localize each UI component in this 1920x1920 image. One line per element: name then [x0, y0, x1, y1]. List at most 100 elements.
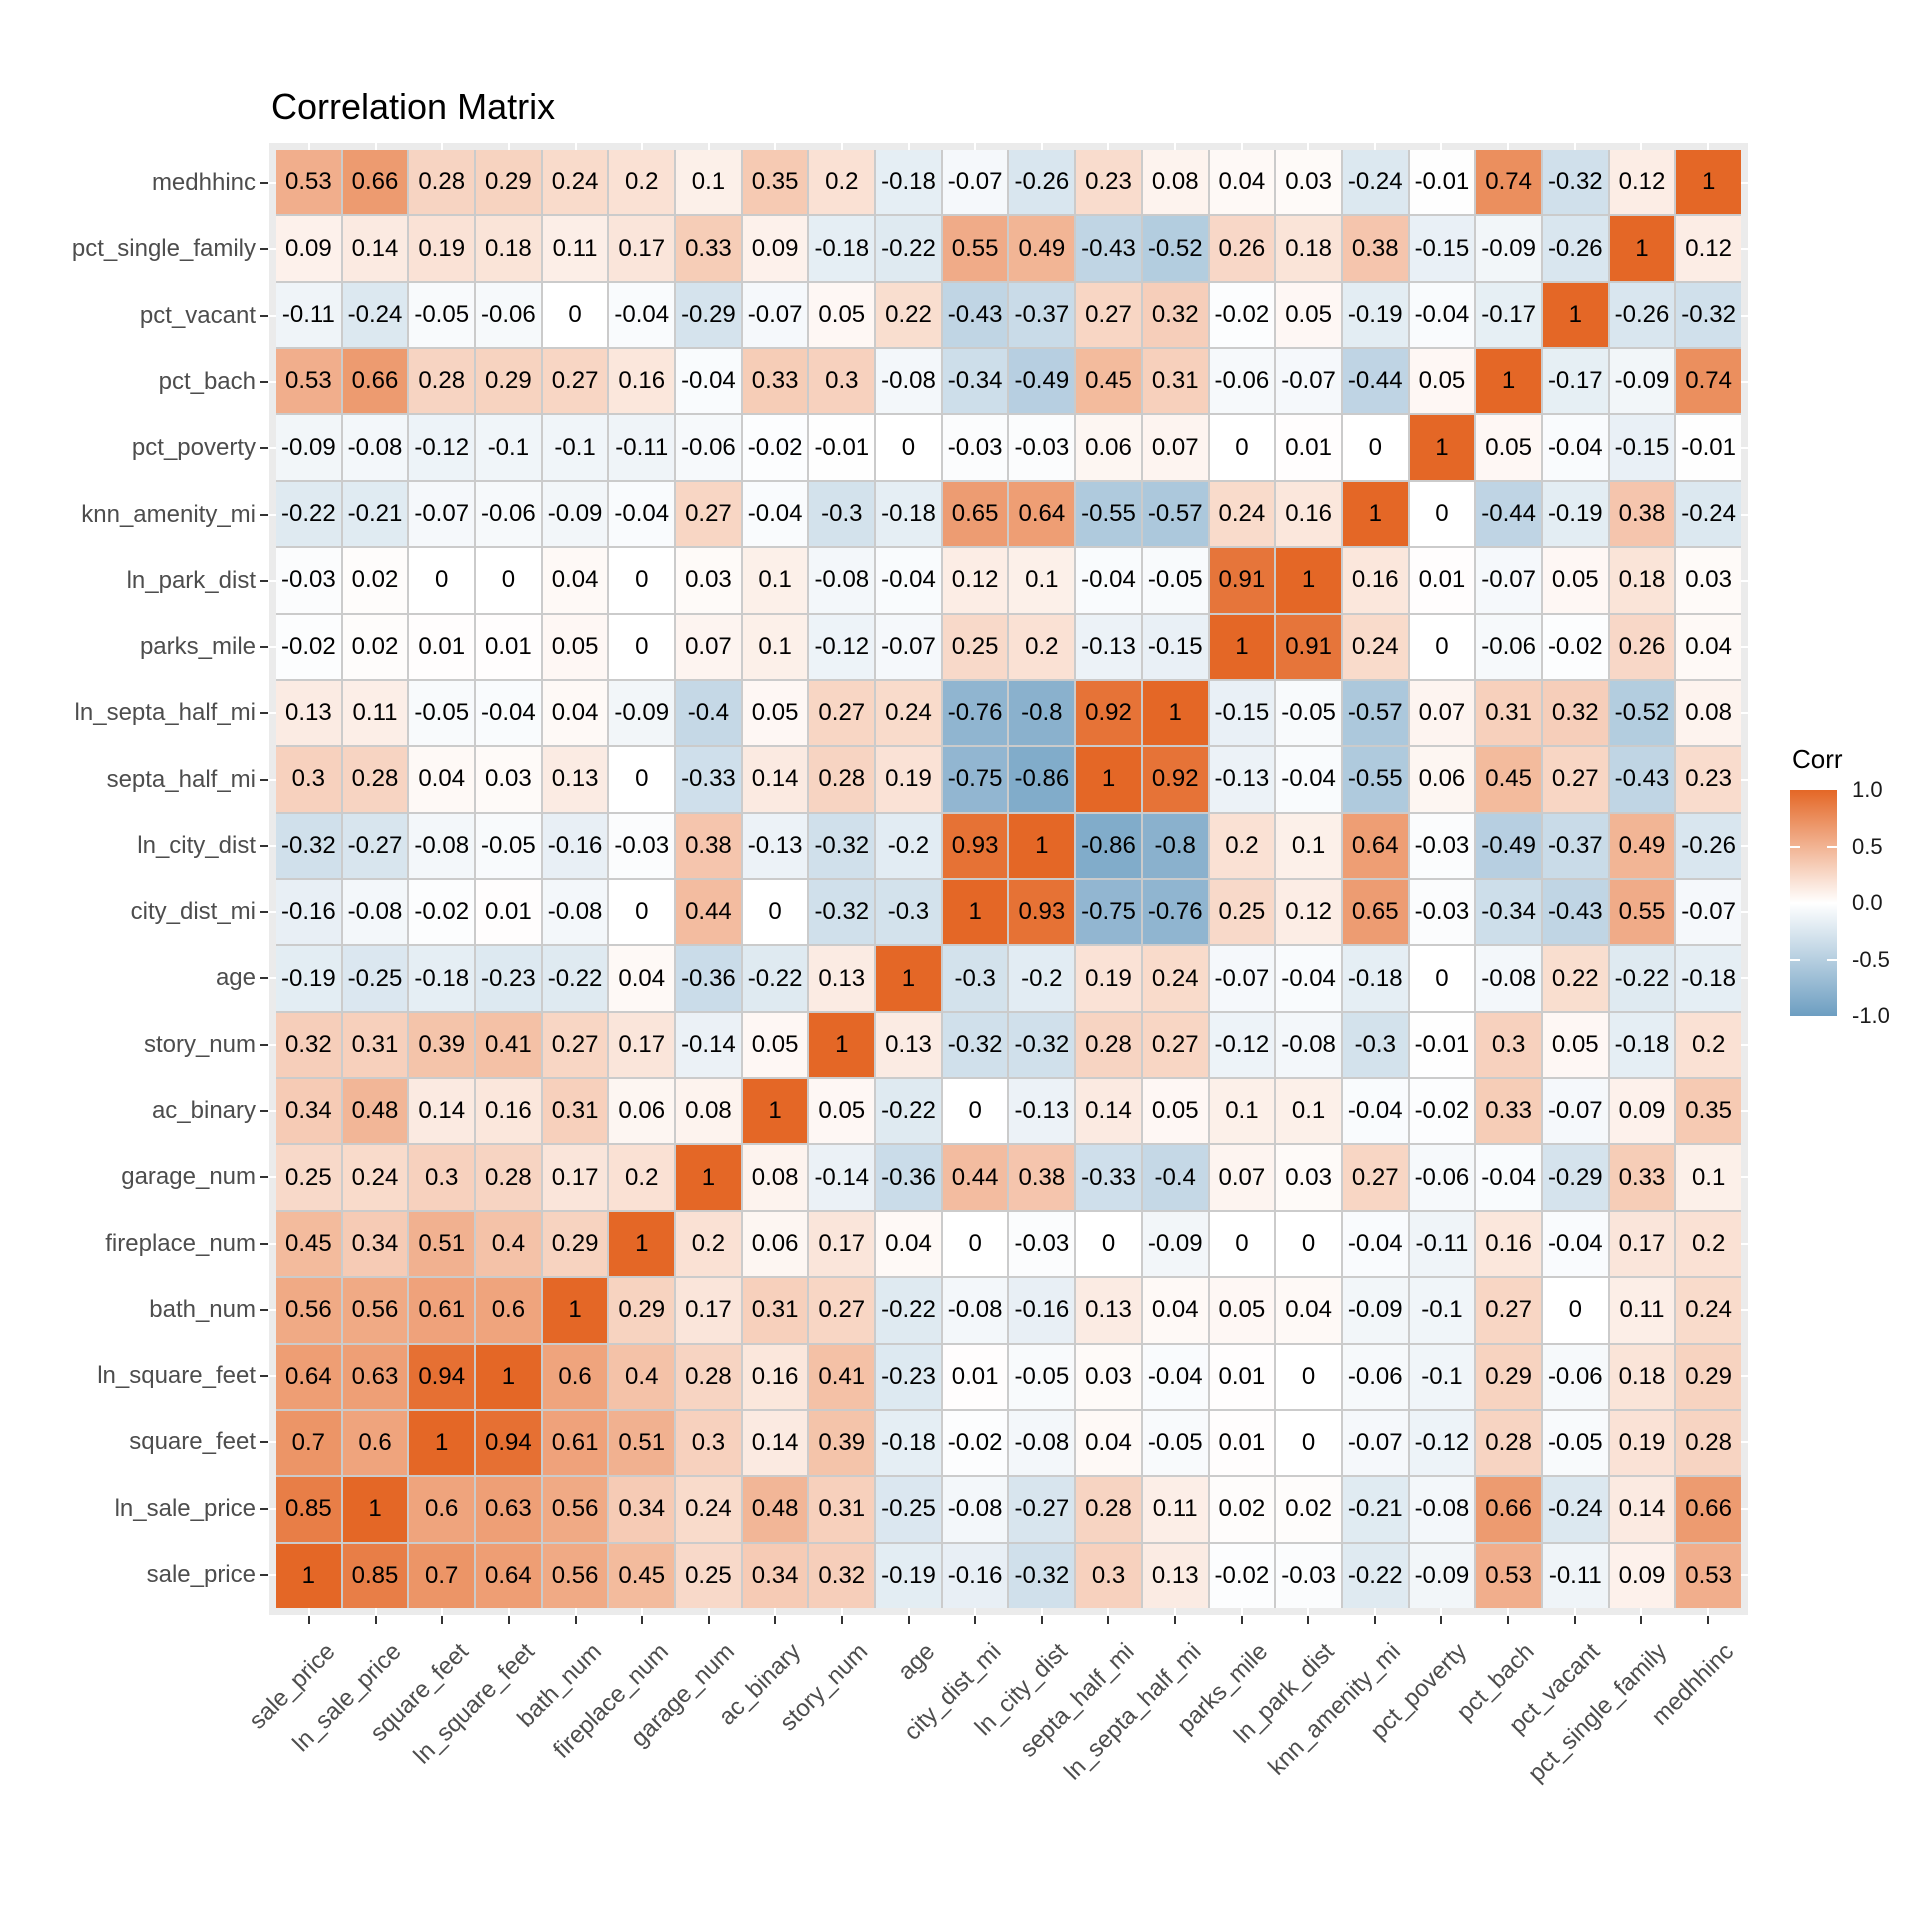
y-axis-label: story_num	[143, 1030, 256, 1058]
matrix-cell: 0	[876, 415, 941, 480]
matrix-cell: 0.16	[742, 1344, 808, 1409]
matrix-cell: -0.55	[1076, 481, 1141, 547]
matrix-cell: 0.6	[409, 1477, 475, 1542]
gridline-stub	[269, 1109, 276, 1112]
matrix-cell: 0.27	[1542, 747, 1608, 812]
matrix-cell: 0.19	[1609, 1410, 1675, 1476]
matrix-cell: -0.75	[1076, 880, 1141, 945]
gridline-stub	[269, 1441, 276, 1444]
matrix-cell: 0.08	[676, 1079, 741, 1144]
matrix-cell: -0.24	[342, 282, 408, 348]
matrix-cell: -0.57	[1142, 481, 1208, 547]
matrix-cell: -0.19	[1542, 481, 1608, 547]
matrix-cell: 0.12	[1276, 880, 1341, 945]
gridline-stub	[1506, 1608, 1509, 1615]
gridline-stub	[1506, 143, 1509, 150]
y-axis-tick	[260, 182, 268, 185]
matrix-cell: 0.13	[1142, 1543, 1208, 1608]
matrix-cell: 0.27	[1142, 1012, 1208, 1078]
matrix-cell: -0.2	[876, 813, 941, 878]
matrix-cell: 0.25	[1209, 880, 1275, 945]
matrix-cell: -0.18	[876, 1410, 941, 1476]
gridline-stub	[1741, 778, 1748, 781]
matrix-cell: 0.04	[542, 680, 608, 746]
matrix-cell: 0	[1276, 1211, 1341, 1277]
matrix-cell: -0.06	[476, 481, 541, 547]
matrix-cell: -0.02	[942, 1410, 1008, 1476]
matrix-cell: 0.2	[1676, 1211, 1741, 1277]
y-axis-label: fireplace_num	[105, 1229, 256, 1257]
matrix-cell: 0.17	[809, 1211, 875, 1277]
matrix-cell: 1	[1609, 216, 1675, 281]
matrix-cell: 0.27	[1076, 282, 1141, 348]
matrix-cell: 0.27	[1476, 1278, 1541, 1343]
matrix-cell: 0	[1409, 614, 1475, 679]
matrix-cell: 0.56	[276, 1278, 341, 1343]
matrix-cell: -0.04	[676, 349, 741, 414]
gridline-stub	[269, 712, 276, 715]
matrix-cell: -0.09	[276, 415, 341, 480]
matrix-cell: 0.19	[409, 216, 475, 281]
matrix-cell: 0.49	[1009, 216, 1075, 281]
matrix-cell: 0.27	[1342, 1145, 1408, 1210]
y-axis-label: square_feet	[129, 1428, 256, 1456]
matrix-cell: 1	[476, 1344, 541, 1409]
matrix-cell: 0.01	[476, 614, 541, 679]
gridline-stub	[1741, 1109, 1748, 1112]
gridline-stub	[1573, 1608, 1576, 1615]
matrix-cell: 0.12	[1676, 216, 1741, 281]
matrix-cell: 0.7	[409, 1543, 475, 1608]
matrix-cell: -0.01	[1676, 415, 1741, 480]
matrix-cell: 0.24	[1209, 481, 1275, 547]
matrix-cell: 0	[1276, 1344, 1341, 1409]
matrix-cell: -0.3	[876, 880, 941, 945]
matrix-cell: 0.48	[742, 1477, 808, 1542]
matrix-cell: 0.49	[1609, 813, 1675, 878]
gridline-stub	[441, 143, 444, 150]
y-axis-tick	[260, 1308, 268, 1311]
y-axis-label: age	[215, 964, 256, 992]
matrix-cell: 0.31	[542, 1079, 608, 1144]
gridline-stub	[1741, 579, 1748, 582]
x-axis-tick	[841, 1616, 844, 1624]
matrix-cell: -0.16	[542, 813, 608, 878]
matrix-cell: 0.18	[1609, 1344, 1675, 1409]
y-axis-label: parks_mile	[139, 633, 256, 661]
gridline-stub	[508, 1608, 511, 1615]
matrix-cell: -0.04	[609, 282, 675, 348]
matrix-cell: 0.16	[1476, 1211, 1541, 1277]
matrix-cell: 0.16	[609, 349, 675, 414]
matrix-cell: 0.09	[742, 216, 808, 281]
gridline-stub	[269, 182, 276, 185]
matrix-cell: -0.03	[1009, 1211, 1075, 1277]
matrix-cell: 0.22	[876, 282, 941, 348]
matrix-cell: 0.64	[476, 1543, 541, 1608]
matrix-cell: 0.16	[476, 1079, 541, 1144]
matrix-cell: 0.44	[676, 880, 741, 945]
gridline-stub	[269, 513, 276, 516]
matrix-cell: -0.52	[1609, 680, 1675, 746]
matrix-cell: 0.31	[1142, 349, 1208, 414]
matrix-cell: -0.44	[1342, 349, 1408, 414]
gridline-stub	[1440, 1608, 1443, 1615]
matrix-cell: -0.21	[342, 481, 408, 547]
matrix-cell: -0.22	[1342, 1543, 1408, 1608]
gridline-stub	[1741, 447, 1748, 450]
matrix-cell: -0.23	[476, 946, 541, 1011]
matrix-cell: 0.91	[1209, 548, 1275, 613]
gridline-stub	[1741, 1242, 1748, 1245]
matrix-cell: -0.04	[1542, 415, 1608, 480]
matrix-cell: 0.28	[409, 349, 475, 414]
matrix-cell: -0.22	[742, 946, 808, 1011]
gridline-stub	[1741, 513, 1748, 516]
matrix-cell: 0.23	[1676, 747, 1741, 812]
matrix-cell: -0.05	[1009, 1344, 1075, 1409]
matrix-cell: -0.06	[1409, 1145, 1475, 1210]
y-axis-tick	[260, 646, 268, 649]
matrix-cell: -0.1	[1409, 1278, 1475, 1343]
matrix-cell: 0.27	[542, 349, 608, 414]
y-axis-tick	[260, 1109, 268, 1112]
gridline-stub	[269, 1375, 276, 1378]
y-axis-tick	[260, 1573, 268, 1576]
matrix-cell: 0.04	[609, 946, 675, 1011]
